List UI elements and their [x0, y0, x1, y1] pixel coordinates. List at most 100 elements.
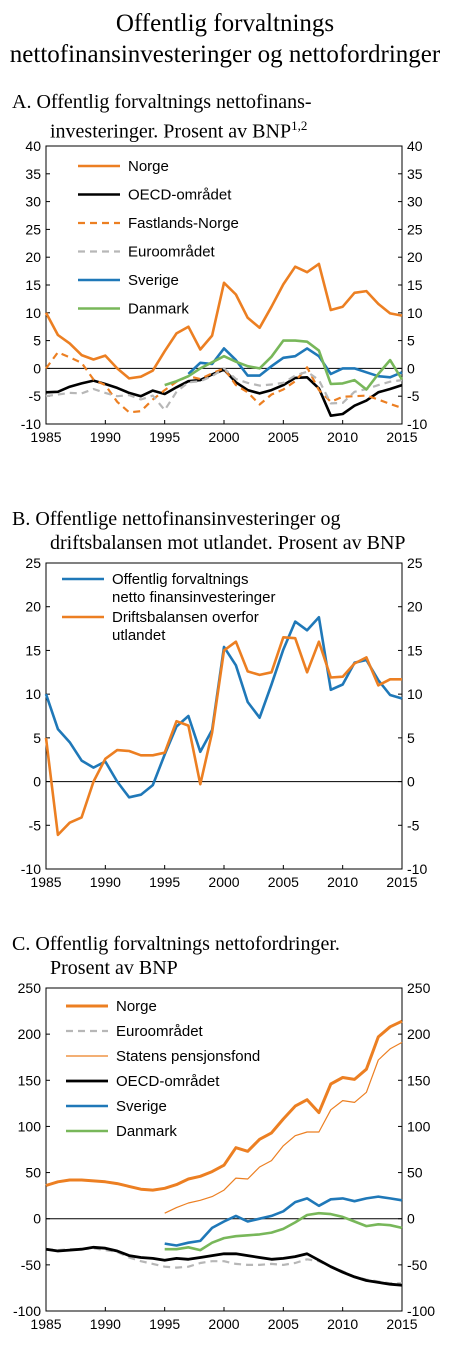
x-tick-label: 2010 — [327, 1316, 358, 1332]
y-tick-label-right: 5 — [407, 333, 415, 349]
chart-a-legend-label-3: Euroområdet — [128, 244, 216, 261]
y-tick-label-right: 25 — [407, 221, 423, 237]
x-tick-label: 1985 — [30, 874, 61, 890]
chart-b-legend-label-1-line2: utlandet — [112, 627, 166, 644]
chart-b-legend-label-0: Offentlig forvaltnings — [112, 571, 248, 588]
chart-a-legend-label-2: Fastlands-Norge — [128, 215, 239, 232]
y-tick-label: 150 — [18, 1072, 42, 1088]
chart-a-series-line-3 — [45, 367, 403, 412]
x-tick-label: 2005 — [268, 874, 299, 890]
chart-a-series-line-5 — [164, 339, 404, 391]
y-tick-label: 10 — [25, 305, 41, 321]
y-tick-label-right: 0 — [407, 1211, 415, 1227]
y-tick-label-right: -5 — [407, 817, 420, 833]
x-tick-label: 2015 — [386, 874, 417, 890]
x-tick-label: 1995 — [149, 1316, 180, 1332]
y-tick-label: 0 — [33, 1211, 41, 1227]
chart-c-legend-label-4: Sverige — [116, 1098, 167, 1115]
chart-panel-b: -10 -10 -5 -5 0 0 5 5 10 10 15 15 20 20 25 25 1985 1990 19… — [21, 555, 428, 890]
y-tick-label: 20 — [25, 249, 41, 265]
y-tick-label: 25 — [25, 221, 41, 237]
y-tick-label: 200 — [18, 1026, 42, 1042]
y-tick-label-right: 10 — [407, 305, 423, 321]
y-tick-label-right: 50 — [407, 1165, 423, 1181]
x-tick-label: 2015 — [386, 429, 417, 445]
chart-c-frame — [45, 987, 403, 1312]
panel-a-title-line1: Offentlig forvaltnings nettofinans- — [36, 91, 312, 113]
x-tick-label: 1995 — [149, 429, 180, 445]
y-tick-label: 30 — [25, 194, 41, 210]
y-tick-label: 40 — [25, 138, 41, 154]
chart-c-legend-label-2: Statens pensjonsfond — [116, 1048, 260, 1065]
y-tick-label: 0 — [33, 774, 41, 790]
y-tick-label: -5 — [29, 388, 42, 404]
chart-a-legend-label-4: Sverige — [128, 272, 179, 289]
y-tick-label-right: 15 — [407, 642, 423, 658]
chart-c-legend-label-3: OECD-området — [116, 1073, 220, 1090]
chart-c-series-line-3 — [45, 1245, 403, 1287]
panel-c-letter: C. — [12, 933, 31, 955]
panel-b-title: B. Offentlige nettofinansinvesteringer o… — [12, 507, 442, 555]
chart-a-series-line-1 — [45, 368, 403, 418]
x-tick-label: 2010 — [327, 874, 358, 890]
x-tick-label: 1990 — [90, 1316, 121, 1332]
x-tick-label: 2010 — [327, 429, 358, 445]
y-tick-label: 50 — [25, 1165, 41, 1181]
x-tick-label: 2005 — [268, 1316, 299, 1332]
chart-b-legend-label-0-line2: netto finansinvesteringer — [112, 589, 275, 606]
x-tick-label: 2000 — [208, 874, 239, 890]
y-tick-label-right: -10 — [407, 416, 427, 432]
y-tick-label-right: -5 — [407, 388, 420, 404]
y-tick-label-right: -100 — [407, 1303, 435, 1319]
chart-b-legend-label-1: Driftsbalansen overfor — [112, 609, 259, 626]
panel-b-letter: B. — [12, 508, 31, 530]
x-tick-label: 1995 — [149, 874, 180, 890]
y-tick-label-right: -50 — [407, 1257, 427, 1273]
x-tick-label: 1990 — [90, 429, 121, 445]
chart-c-series-line-4 — [164, 1195, 403, 1247]
y-tick-label-right: 0 — [407, 774, 415, 790]
y-tick-label: -10 — [21, 861, 41, 877]
chart-c-legend-label-1: Euroområdet — [116, 1023, 204, 1040]
chart-a-legend-label-5: Danmark — [128, 301, 189, 318]
chart-b-series-line-1 — [44, 636, 402, 837]
y-tick-label: -10 — [21, 416, 41, 432]
x-tick-label: 2015 — [386, 1316, 417, 1332]
y-tick-label-right: 20 — [407, 599, 423, 615]
y-tick-label: 25 — [25, 555, 41, 571]
y-tick-label: 35 — [25, 166, 41, 182]
chart-panel-a: -10 -10 -5 -5 0 0 5 5 10 10 15 15 20 20 25 25 30 30 35 35 40… — [21, 138, 428, 445]
chart-a-legend-label-0: Norge — [128, 158, 169, 175]
figure-title-line1: Offentlig forvaltnings — [115, 10, 335, 37]
x-tick-label: 1985 — [30, 429, 61, 445]
chart-c-series-line-0 — [45, 1019, 403, 1192]
panel-a-title: A. Offentlig forvaltnings nettofinans- i… — [12, 90, 442, 144]
panel-c-title-line1: Offentlig forvaltnings nettofordringer. — [35, 933, 340, 955]
y-tick-label-right: 0 — [407, 360, 415, 376]
y-tick-label: 20 — [25, 599, 41, 615]
y-tick-label-right: 250 — [407, 980, 431, 996]
panel-a-letter: A. — [12, 91, 32, 113]
y-tick-label: 0 — [33, 360, 41, 376]
chart-a-series-line-4 — [187, 347, 403, 379]
y-tick-label: 250 — [18, 980, 42, 996]
panel-b-title-line2: driftsbalansen mot utlandet. Prosent av … — [50, 532, 406, 554]
y-tick-label: 100 — [18, 1118, 42, 1134]
y-tick-label: 10 — [25, 686, 41, 702]
x-tick-label: 2005 — [268, 429, 299, 445]
y-tick-label: 15 — [25, 642, 41, 658]
x-tick-label: 1990 — [90, 874, 121, 890]
y-tick-label: 5 — [33, 730, 41, 746]
y-tick-label-right: 5 — [407, 730, 415, 746]
y-tick-label: -50 — [21, 1257, 41, 1273]
y-tick-label-right: 30 — [407, 194, 423, 210]
y-tick-label-right: -10 — [407, 861, 427, 877]
y-tick-label-right: 20 — [407, 249, 423, 265]
y-tick-label-right: 100 — [407, 1118, 431, 1134]
chart-panel-c: -100 -100 -50 -50 0 0 50 50 100 100 150 150 200 200 25… — [13, 980, 435, 1332]
chart-c-series-line-5 — [164, 1211, 403, 1252]
x-tick-label: 2000 — [208, 429, 239, 445]
y-tick-label-right: 40 — [407, 138, 423, 154]
chart-c-legend-label-0: Norge — [116, 998, 157, 1015]
panel-c-title-line2: Prosent av BNP — [50, 957, 178, 979]
